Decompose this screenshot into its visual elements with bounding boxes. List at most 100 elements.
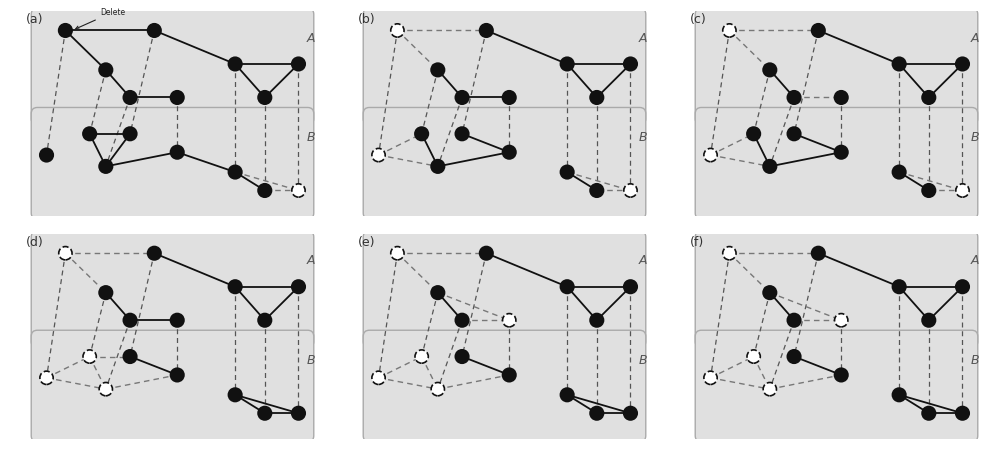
Circle shape <box>723 247 736 260</box>
Circle shape <box>704 371 717 384</box>
Circle shape <box>590 407 603 420</box>
Circle shape <box>835 145 848 159</box>
FancyBboxPatch shape <box>31 231 314 348</box>
Circle shape <box>372 148 385 162</box>
Circle shape <box>892 280 906 293</box>
Text: (e): (e) <box>358 236 376 249</box>
Circle shape <box>171 314 184 327</box>
Circle shape <box>228 166 242 179</box>
Circle shape <box>835 368 848 382</box>
Circle shape <box>40 371 53 384</box>
Circle shape <box>171 91 184 104</box>
Circle shape <box>455 314 469 327</box>
Text: A: A <box>307 32 315 45</box>
Circle shape <box>123 314 137 327</box>
FancyBboxPatch shape <box>31 330 314 442</box>
FancyBboxPatch shape <box>31 8 314 125</box>
Circle shape <box>40 148 53 162</box>
FancyBboxPatch shape <box>695 108 978 219</box>
Circle shape <box>171 368 184 382</box>
Circle shape <box>763 382 776 396</box>
Text: A: A <box>971 32 979 45</box>
Circle shape <box>123 91 137 104</box>
Circle shape <box>956 280 969 293</box>
Circle shape <box>747 350 760 363</box>
Circle shape <box>892 388 906 401</box>
Circle shape <box>99 160 112 173</box>
Circle shape <box>747 127 760 140</box>
Circle shape <box>431 63 444 76</box>
Circle shape <box>480 247 493 260</box>
Circle shape <box>258 314 271 327</box>
Text: B: B <box>639 131 647 144</box>
Circle shape <box>415 127 428 140</box>
Circle shape <box>956 184 969 197</box>
FancyBboxPatch shape <box>363 330 646 442</box>
Circle shape <box>922 184 935 197</box>
Circle shape <box>787 127 801 140</box>
Circle shape <box>835 91 848 104</box>
Text: (c): (c) <box>690 14 707 26</box>
Circle shape <box>503 368 516 382</box>
Circle shape <box>292 57 305 71</box>
Circle shape <box>228 280 242 293</box>
Circle shape <box>787 314 801 327</box>
Circle shape <box>455 91 469 104</box>
Circle shape <box>624 280 637 293</box>
Circle shape <box>787 91 801 104</box>
Circle shape <box>99 63 112 76</box>
Circle shape <box>763 160 776 173</box>
Circle shape <box>431 160 444 173</box>
Circle shape <box>956 407 969 420</box>
Circle shape <box>228 388 242 401</box>
Circle shape <box>835 314 848 327</box>
Text: A: A <box>639 254 647 267</box>
Circle shape <box>590 91 603 104</box>
Circle shape <box>372 371 385 384</box>
Circle shape <box>560 388 574 401</box>
Circle shape <box>763 286 776 299</box>
Circle shape <box>624 184 637 197</box>
Circle shape <box>171 145 184 159</box>
Circle shape <box>83 350 96 363</box>
Circle shape <box>123 127 137 140</box>
Circle shape <box>59 24 72 37</box>
Circle shape <box>148 247 161 260</box>
Text: (a): (a) <box>26 14 44 26</box>
Circle shape <box>892 166 906 179</box>
Circle shape <box>503 314 516 327</box>
Text: A: A <box>307 254 315 267</box>
Circle shape <box>560 57 574 71</box>
Circle shape <box>99 286 112 299</box>
FancyBboxPatch shape <box>695 8 978 125</box>
Circle shape <box>956 57 969 71</box>
Circle shape <box>503 91 516 104</box>
Text: (b): (b) <box>358 14 376 26</box>
Circle shape <box>590 184 603 197</box>
Circle shape <box>480 24 493 37</box>
Circle shape <box>590 314 603 327</box>
FancyBboxPatch shape <box>31 108 314 219</box>
Text: A: A <box>971 254 979 267</box>
Circle shape <box>123 350 137 363</box>
FancyBboxPatch shape <box>363 8 646 125</box>
Circle shape <box>431 286 444 299</box>
Circle shape <box>415 350 428 363</box>
Text: B: B <box>971 354 979 367</box>
Text: (f): (f) <box>690 236 704 249</box>
FancyBboxPatch shape <box>363 231 646 348</box>
FancyBboxPatch shape <box>363 108 646 219</box>
Circle shape <box>560 166 574 179</box>
Circle shape <box>292 407 305 420</box>
Circle shape <box>922 314 935 327</box>
Circle shape <box>258 184 271 197</box>
Text: B: B <box>971 131 979 144</box>
Text: B: B <box>307 354 315 367</box>
Circle shape <box>812 24 825 37</box>
Circle shape <box>624 57 637 71</box>
Circle shape <box>704 148 717 162</box>
Circle shape <box>812 247 825 260</box>
Circle shape <box>503 145 516 159</box>
Circle shape <box>922 91 935 104</box>
Circle shape <box>258 407 271 420</box>
